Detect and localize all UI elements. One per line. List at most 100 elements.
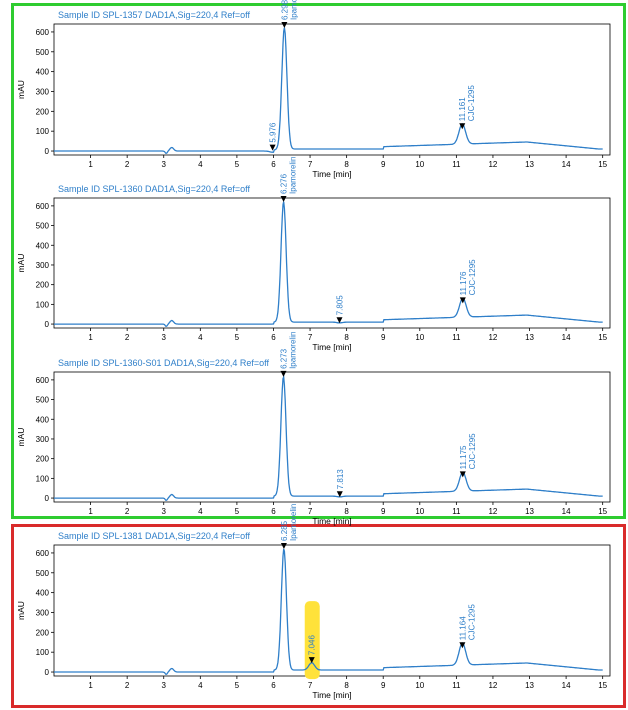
y-tick-label: 400 xyxy=(36,415,50,424)
x-tick-label: 15 xyxy=(598,333,607,342)
x-axis-label: Time [min] xyxy=(312,516,351,526)
x-tick-label: 7 xyxy=(308,160,313,169)
x-tick-label: 14 xyxy=(562,160,571,169)
y-tick-label: 200 xyxy=(36,455,50,464)
x-tick-label: 3 xyxy=(162,333,167,342)
x-tick-label: 4 xyxy=(198,333,203,342)
x-tick-label: 12 xyxy=(488,160,497,169)
peak-name-label: CJC-1295 xyxy=(467,85,476,122)
x-tick-label: 11 xyxy=(452,507,461,516)
y-tick-label: 400 xyxy=(36,68,50,77)
x-tick-label: 7 xyxy=(308,681,313,690)
peak-name-label: CJC-1295 xyxy=(468,259,477,296)
y-tick-label: 100 xyxy=(36,127,50,136)
x-tick-label: 9 xyxy=(381,681,386,690)
x-tick-label: 3 xyxy=(162,507,167,516)
x-tick-label: 10 xyxy=(415,681,424,690)
x-tick-label: 7 xyxy=(308,333,313,342)
y-tick-label: 0 xyxy=(45,147,50,156)
chart-panel: Sample ID SPL-1360 DAD1A,Sig=220,4 Ref=o… xyxy=(16,157,611,352)
x-tick-label: 1 xyxy=(88,507,93,516)
plot-area xyxy=(53,371,611,503)
y-tick-label: 600 xyxy=(36,549,50,558)
x-axis-label: Time [min] xyxy=(312,690,351,700)
x-tick-label: 2 xyxy=(125,507,130,516)
x-tick-label: 12 xyxy=(488,333,497,342)
chart-title: Sample ID SPL-1381 DAD1A,Sig=220,4 Ref=o… xyxy=(58,531,250,541)
x-tick-label: 7 xyxy=(308,507,313,516)
peak-marker xyxy=(459,297,466,304)
y-tick-label: 600 xyxy=(36,28,50,37)
y-tick-label: 0 xyxy=(45,320,50,329)
peak-marker xyxy=(280,542,287,549)
y-tick-label: 400 xyxy=(36,589,50,598)
x-tick-label: 13 xyxy=(525,333,534,342)
x-tick-label: 11 xyxy=(452,160,461,169)
red-frame xyxy=(11,524,626,708)
y-tick-label: 200 xyxy=(36,107,50,116)
green-frame xyxy=(11,3,626,519)
peak-time-label: 11.176 xyxy=(459,271,468,295)
chart-panel: Sample ID SPL-1381 DAD1A,Sig=220,4 Ref=o… xyxy=(16,504,611,700)
y-tick-label: 300 xyxy=(36,261,50,270)
peak-time-label: 7.046 xyxy=(308,635,317,656)
x-tick-label: 3 xyxy=(162,681,167,690)
x-tick-label: 2 xyxy=(125,333,130,342)
peak-time-label: 6.273 xyxy=(279,348,288,369)
y-tick-label: 0 xyxy=(45,668,50,677)
peak-time-label: 11.175 xyxy=(459,445,468,469)
x-tick-label: 11 xyxy=(452,681,461,690)
y-axis-label: mAU xyxy=(16,428,26,447)
peak-marker xyxy=(280,370,287,377)
x-tick-label: 10 xyxy=(415,507,424,516)
y-tick-label: 500 xyxy=(36,569,50,578)
x-tick-label: 2 xyxy=(125,160,130,169)
y-axis-label: mAU xyxy=(16,601,26,620)
peak-name-label: CJC-1295 xyxy=(468,433,477,470)
x-tick-label: 6 xyxy=(271,160,276,169)
x-tick-label: 10 xyxy=(415,160,424,169)
x-tick-label: 2 xyxy=(125,681,130,690)
peak-marker xyxy=(336,491,343,498)
peak-time-label: 6.276 xyxy=(280,173,289,194)
x-tick-label: 12 xyxy=(488,507,497,516)
y-tick-label: 600 xyxy=(36,376,50,385)
x-tick-label: 1 xyxy=(88,681,93,690)
x-tick-label: 8 xyxy=(344,507,349,516)
x-tick-label: 11 xyxy=(452,333,461,342)
x-tick-label: 4 xyxy=(198,681,203,690)
x-tick-label: 14 xyxy=(562,333,571,342)
x-tick-label: 12 xyxy=(488,681,497,690)
x-tick-label: 5 xyxy=(235,333,240,342)
plot-area xyxy=(53,23,611,156)
chart-title: Sample ID SPL-1360-S01 DAD1A,Sig=220,4 R… xyxy=(58,358,269,368)
y-tick-label: 400 xyxy=(36,241,50,250)
y-tick-label: 300 xyxy=(36,435,50,444)
x-tick-label: 13 xyxy=(525,681,534,690)
y-tick-label: 600 xyxy=(36,202,50,211)
peak-time-label: 5.976 xyxy=(269,122,278,143)
x-tick-label: 1 xyxy=(88,333,93,342)
y-tick-label: 0 xyxy=(45,494,50,503)
peak-marker xyxy=(459,642,466,649)
signal-trace xyxy=(54,27,603,154)
x-tick-label: 13 xyxy=(525,507,534,516)
peak-highlight xyxy=(304,601,320,680)
peak-name-label: CJC-1295 xyxy=(467,604,476,641)
y-tick-label: 300 xyxy=(36,87,50,96)
peak-time-label: 6.298 xyxy=(280,0,289,20)
x-tick-label: 1 xyxy=(88,160,93,169)
chart-title: Sample ID SPL-1357 DAD1A,Sig=220,4 Ref=o… xyxy=(58,10,250,20)
y-tick-label: 300 xyxy=(36,608,50,617)
peak-time-label: 11.164 xyxy=(458,616,467,640)
x-axis-label: Time [min] xyxy=(312,342,351,352)
x-tick-label: 15 xyxy=(598,160,607,169)
peak-name-label: Ipamorelin xyxy=(288,332,297,369)
peak-time-label: 7.805 xyxy=(335,295,344,316)
x-tick-label: 10 xyxy=(415,333,424,342)
peak-marker xyxy=(280,195,287,202)
peak-marker xyxy=(269,144,276,151)
x-tick-label: 6 xyxy=(271,681,276,690)
plot-area xyxy=(53,197,611,329)
